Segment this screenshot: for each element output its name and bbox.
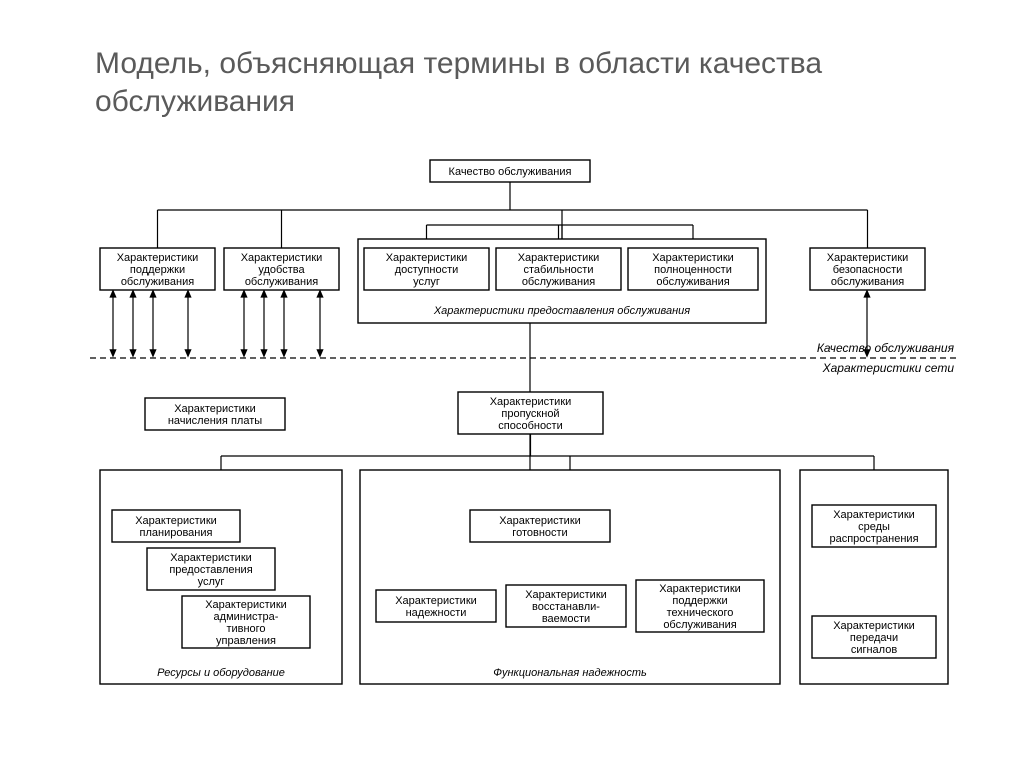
group-label-g1lbl: Характеристики предоставления обслуживан… — [433, 305, 690, 317]
node-n15-line0: Характеристики — [659, 583, 741, 595]
node-n16-line2: распространения — [829, 533, 918, 545]
node-n1-line0: Характеристики — [117, 252, 199, 264]
node-n12-line0: Характеристики — [499, 515, 581, 527]
node-n5-line0: Характеристики — [652, 252, 734, 264]
node-n3-line0: Характеристики — [386, 252, 468, 264]
node-n17-line1: передачи — [850, 632, 898, 644]
svg-text:Характеристики сети: Характеристики сети — [822, 361, 955, 375]
node-n10-line1: предоставления — [169, 564, 252, 576]
node-n12-line1: готовности — [512, 527, 567, 539]
group-label-g2lbl: Ресурсы и оборудование — [157, 667, 285, 679]
node-n13-line1: надежности — [406, 607, 467, 619]
qos-diagram: Качество обслуживания Характеристики сети… — [0, 0, 1024, 768]
node-n4-line2: обслуживания — [522, 276, 595, 288]
node-n2-line0: Характеристики — [241, 252, 323, 264]
node-n6-line0: Характеристики — [827, 252, 909, 264]
node-n6-line2: обслуживания — [831, 276, 904, 288]
node-n1-line1: поддержки — [130, 264, 185, 276]
group-label-g3lbl: Функциональная надежность — [493, 667, 647, 679]
node-root-line0: Качество обслуживания — [449, 166, 572, 178]
node-n16-line0: Характеристики — [833, 509, 915, 521]
node-n8-line2: способности — [498, 420, 563, 432]
node-n3-line2: услуг — [413, 276, 440, 288]
node-n14-line1: восстанавли- — [532, 601, 600, 613]
node-n7-line1: начисления платы — [168, 415, 262, 427]
node-n4-line1: стабильности — [523, 264, 593, 276]
node-n17-line0: Характеристики — [833, 620, 915, 632]
node-n15-line3: обслуживания — [663, 619, 736, 631]
node-n4-line0: Характеристики — [518, 252, 600, 264]
node-n9-line1: планирования — [140, 527, 213, 539]
node-n8-line1: пропускной — [501, 408, 559, 420]
svg-text:Качество обслуживания: Качество обслуживания — [817, 341, 955, 355]
node-n1-line2: обслуживания — [121, 276, 194, 288]
node-n2-line2: обслуживания — [245, 276, 318, 288]
node-n16-line1: среды — [858, 521, 890, 533]
node-n10-line2: услуг — [198, 576, 225, 588]
node-n17-line2: сигналов — [851, 644, 898, 656]
node-n5-line1: полноценности — [654, 264, 732, 276]
node-n14-line2: ваемости — [542, 613, 590, 625]
node-n13-line0: Характеристики — [395, 595, 477, 607]
node-n15-line1: поддержки — [672, 595, 727, 607]
node-n10-line0: Характеристики — [170, 552, 252, 564]
node-g3 — [360, 470, 780, 684]
node-n3-line1: доступности — [395, 264, 459, 276]
node-n11-line2: тивного — [226, 623, 265, 635]
node-n2-line1: удобства — [258, 264, 305, 276]
node-n8-line0: Характеристики — [490, 396, 572, 408]
node-n5-line2: обслуживания — [656, 276, 729, 288]
node-n6-line1: безопасности — [833, 264, 903, 276]
node-n7-line0: Характеристики — [174, 403, 256, 415]
node-n15-line2: технического — [667, 607, 734, 619]
node-n9-line0: Характеристики — [135, 515, 217, 527]
node-n11-line3: управления — [216, 635, 276, 647]
node-n11-line1: администра- — [214, 611, 279, 623]
node-n14-line0: Характеристики — [525, 589, 607, 601]
node-n11-line0: Характеристики — [205, 599, 287, 611]
